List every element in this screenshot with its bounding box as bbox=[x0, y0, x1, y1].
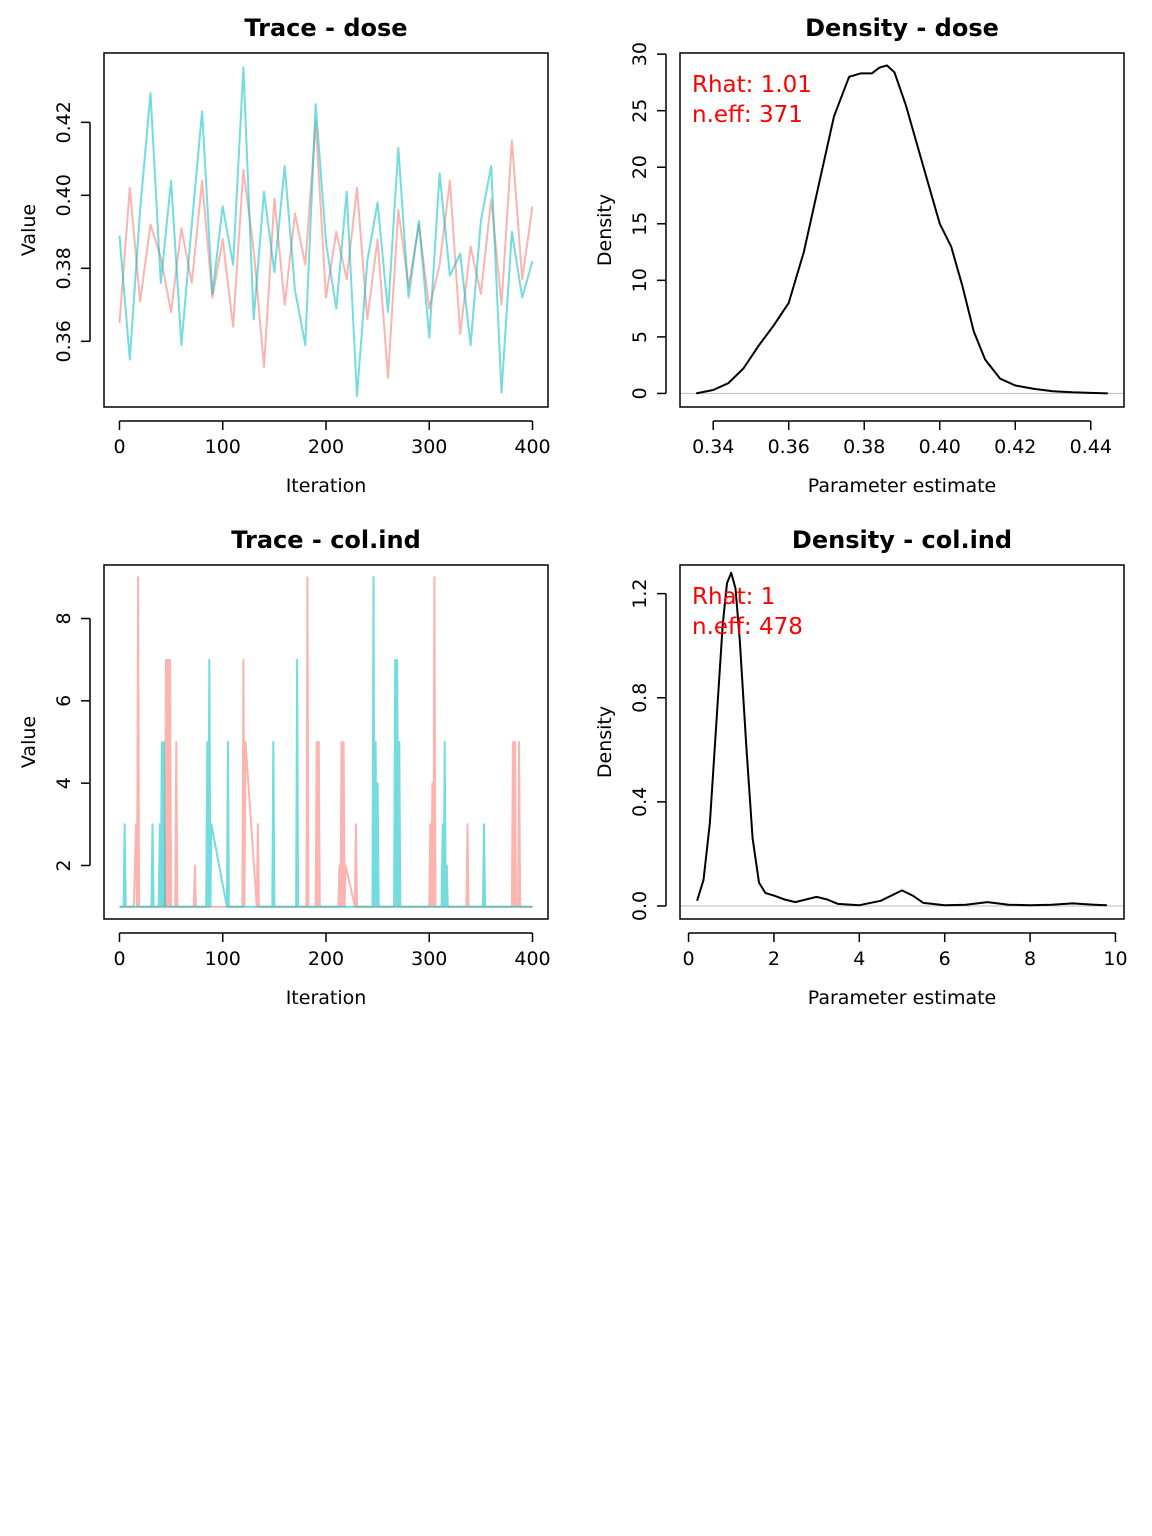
neff-annotation: n.eff: 371 bbox=[692, 102, 803, 128]
x-tick-label: 200 bbox=[308, 948, 344, 970]
x-tick-label: 100 bbox=[205, 436, 241, 458]
chart-title: Density - dose bbox=[805, 14, 999, 42]
x-tick-label: 100 bbox=[205, 948, 241, 970]
y-tick-label: 30 bbox=[629, 42, 651, 66]
x-tick-label: 0.40 bbox=[919, 436, 961, 458]
series-layer bbox=[680, 571, 1124, 907]
series-layer bbox=[119, 576, 533, 908]
y-tick-label: 2 bbox=[53, 859, 75, 871]
x-tick-label: 400 bbox=[514, 948, 550, 970]
y-tick-label: 0.4 bbox=[629, 787, 651, 817]
neff-annotation: n.eff: 478 bbox=[692, 614, 803, 640]
x-axis-label: Iteration bbox=[286, 987, 367, 1009]
panel-trace-dose: Trace - dose 0 100 200 300 400 0.36 0.38 0.40 0.… bbox=[18, 14, 551, 497]
panel-density-colind: Density - col.ind 0 2 4 6 8 10 0.0 0.4 0.8 1.2 Rh… bbox=[594, 526, 1128, 1009]
chart-title: Trace - col.ind bbox=[231, 526, 421, 554]
y-tick-label: 5 bbox=[629, 331, 651, 343]
y-tick-label: 15 bbox=[629, 212, 651, 236]
y-tick-label: 0.38 bbox=[53, 247, 75, 289]
plot-frame bbox=[679, 564, 1125, 920]
x-tick-label: 4 bbox=[853, 948, 865, 970]
series-line-1 bbox=[696, 64, 1108, 395]
x-tick-label: 0.44 bbox=[1070, 436, 1112, 458]
y-tick-label: 4 bbox=[53, 777, 75, 789]
x-tick-label: 6 bbox=[939, 948, 951, 970]
y-tick-label: 0.40 bbox=[53, 174, 75, 216]
x-tick-label: 300 bbox=[411, 436, 447, 458]
y-axis-label: Density bbox=[594, 194, 616, 266]
x-tick-label: 200 bbox=[308, 436, 344, 458]
x-tick-label: 0 bbox=[682, 948, 694, 970]
chart-title: Density - col.ind bbox=[792, 526, 1012, 554]
axes-layer: 0 2 4 6 8 10 0.0 0.4 0.8 1.2 bbox=[629, 578, 1128, 970]
x-tick-label: 10 bbox=[1103, 948, 1127, 970]
rhat-annotation: Rhat: 1 bbox=[692, 584, 775, 610]
y-tick-label: 8 bbox=[53, 612, 75, 624]
x-tick-label: 400 bbox=[514, 436, 550, 458]
series-layer bbox=[680, 64, 1124, 395]
y-tick-label: 0 bbox=[629, 387, 651, 399]
y-tick-label: 0.8 bbox=[629, 683, 651, 713]
y-tick-label: 10 bbox=[629, 268, 651, 292]
y-tick-label: 0.0 bbox=[629, 891, 651, 921]
axes-layer: 0.34 0.36 0.38 0.40 0.42 0.44 0 5 10 15 20 25 30 bbox=[629, 42, 1112, 458]
x-tick-label: 0.34 bbox=[692, 436, 734, 458]
x-tick-label: 0 bbox=[113, 436, 125, 458]
panel-density-dose: Density - dose 0.34 0.36 0.38 0.40 0.42 0.440… bbox=[594, 14, 1125, 497]
plot-frame bbox=[103, 564, 549, 920]
x-axis-label: Parameter estimate bbox=[808, 987, 997, 1009]
x-tick-label: 300 bbox=[411, 948, 447, 970]
x-tick-label: 0 bbox=[113, 948, 125, 970]
y-tick-label: 6 bbox=[53, 695, 75, 707]
plot-frame bbox=[103, 52, 549, 408]
x-tick-label: 8 bbox=[1024, 948, 1036, 970]
rhat-annotation: Rhat: 1.01 bbox=[692, 72, 812, 98]
y-tick-label: 0.36 bbox=[53, 320, 75, 362]
x-axis-label: Parameter estimate bbox=[808, 475, 997, 497]
x-tick-label: 2 bbox=[768, 948, 780, 970]
plot-frame bbox=[679, 52, 1125, 408]
x-tick-label: 0.36 bbox=[768, 436, 810, 458]
y-tick-label: 0.42 bbox=[53, 101, 75, 143]
panel-trace-colind: Trace - col.ind 0 100 200 300 400 2 4 6 8 Iterat… bbox=[18, 526, 551, 1009]
series-layer bbox=[118, 66, 534, 398]
axes-layer: 0 100 200 300 400 2 4 6 8 bbox=[53, 612, 551, 970]
y-axis-label: Value bbox=[18, 716, 40, 768]
y-tick-label: 20 bbox=[629, 155, 651, 179]
x-tick-label: 0.38 bbox=[843, 436, 885, 458]
x-axis-label: Iteration bbox=[286, 475, 367, 497]
chart-title: Trace - dose bbox=[244, 14, 407, 42]
x-tick-label: 0.42 bbox=[994, 436, 1036, 458]
y-axis-label: Density bbox=[594, 706, 616, 778]
y-axis-label: Value bbox=[18, 204, 40, 256]
series-line-1 bbox=[119, 576, 533, 908]
series-line-2 bbox=[118, 66, 534, 398]
axes-layer: 0 100 200 300 400 0.36 0.38 0.40 0.42 bbox=[53, 101, 551, 458]
series-line-2 bbox=[119, 576, 533, 908]
y-tick-label: 25 bbox=[629, 99, 651, 123]
y-tick-label: 1.2 bbox=[629, 578, 651, 608]
series-line-1 bbox=[696, 571, 1107, 907]
